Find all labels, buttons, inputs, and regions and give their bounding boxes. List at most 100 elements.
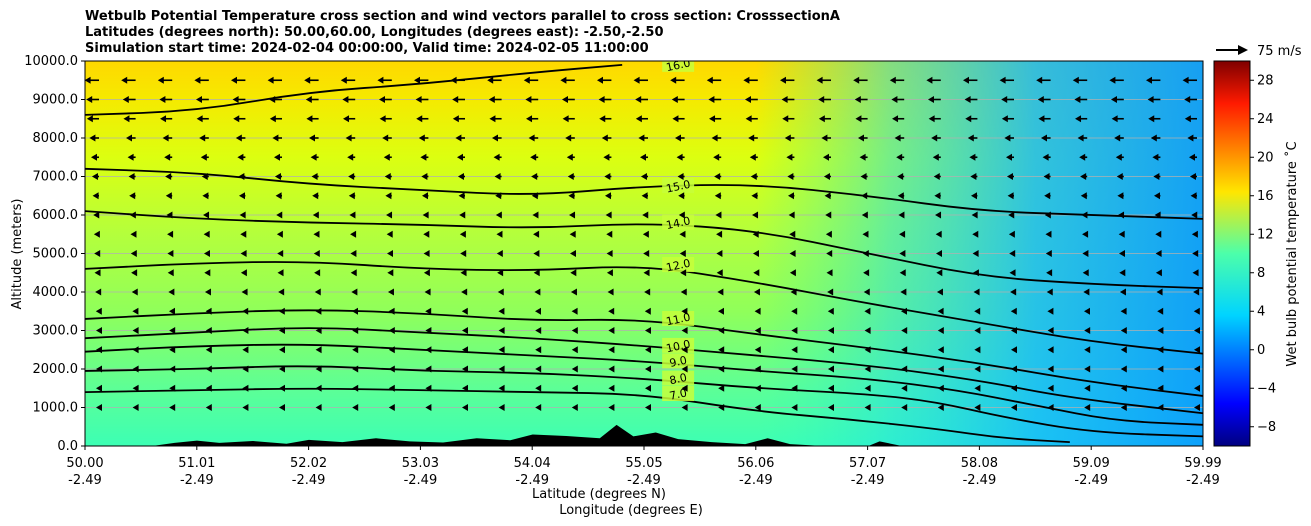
wind-vector-head [279, 327, 285, 334]
wind-vector-head [861, 192, 868, 200]
wind-vector-head [1082, 269, 1089, 277]
wind-vector-head [95, 307, 102, 315]
wind-vector-head [965, 115, 972, 123]
wind-vector-head [461, 288, 468, 296]
wind-vector-head [640, 173, 647, 180]
wind-vector-head [422, 211, 429, 219]
wind-vector-head [352, 327, 359, 334]
wind-vector-head [1118, 230, 1125, 238]
wind-vector-head [422, 192, 428, 200]
x-tick-label-lat: 59.99 [1184, 456, 1221, 471]
wind-vector-head [863, 288, 870, 296]
wind-vector-head [937, 327, 944, 334]
wind-vector-head [459, 211, 466, 219]
wind-vector-head [643, 250, 650, 257]
wind-vector-head [859, 153, 866, 161]
wind-vector-head [1047, 384, 1054, 392]
wind-vector-head [1191, 211, 1198, 219]
wind-vector-head [1008, 230, 1015, 238]
colorbar-tick-label: 8 [1257, 266, 1265, 281]
x-tick-label-lon: -2.49 [68, 473, 102, 488]
wind-vector-head [606, 250, 613, 257]
x-tick-label-lat: 53.03 [402, 456, 439, 471]
wind-vector-head [1189, 173, 1196, 180]
wind-vector-head [314, 288, 321, 296]
wind-vector-head [1120, 384, 1127, 392]
wind-vector-head [864, 404, 871, 411]
wind-vector-head [1084, 404, 1091, 411]
wind-vector-head [709, 115, 716, 123]
wind-vector-head [928, 115, 935, 123]
wind-vector-head [415, 96, 422, 103]
wind-vector-head [425, 327, 432, 334]
wind-vector-head [791, 384, 798, 392]
wind-vector-head [858, 134, 864, 142]
y-tick-label: 9000.0 [33, 93, 79, 108]
wind-vector-head [642, 211, 649, 219]
wind-vector-head [825, 211, 832, 219]
wind-vector-head [93, 230, 100, 238]
wind-vector-head [313, 230, 320, 238]
wind-vector-head [205, 327, 212, 334]
wind-vector-head [534, 288, 541, 296]
wind-vector-head [901, 346, 908, 354]
colorbar-tick-label: 0 [1257, 343, 1265, 358]
wind-vector-head [752, 230, 759, 238]
wind-vector-head [781, 96, 788, 103]
terrain-profile [85, 424, 1203, 446]
wind-vector-head [681, 384, 688, 392]
wind-vector-head [132, 307, 139, 315]
wind-vector-head [132, 365, 139, 373]
wind-vector-head [971, 211, 978, 219]
wind-vector-head [569, 211, 576, 219]
wind-vector-head [672, 115, 679, 123]
wind-vector-head [121, 76, 128, 84]
wind-vector-head [708, 96, 715, 103]
wind-vector-head [388, 404, 395, 411]
wind-vector-head [679, 230, 686, 238]
wind-vector-head [498, 404, 505, 411]
wind-vector-head [267, 76, 274, 84]
wind-vector-head [423, 250, 430, 257]
wind-vector-head [901, 384, 908, 392]
contour-label-bg [662, 61, 695, 72]
wind-vector-head [787, 173, 794, 180]
wind-vector-head [933, 173, 940, 180]
x-tick-label-lon: -2.49 [180, 473, 214, 488]
wind-vector-head [169, 346, 176, 354]
wind-vector-head [242, 346, 249, 354]
wind-vector-head [1120, 365, 1127, 373]
title-line-1: Wetbulb Potential Temperature cross sect… [85, 9, 840, 24]
wind-vector-head [932, 153, 939, 161]
contour-line [85, 210, 1203, 290]
wind-vector-head [498, 346, 505, 354]
wind-vector-head [608, 404, 615, 411]
wind-vector-head [901, 307, 907, 315]
wind-vector-head [533, 250, 540, 257]
wind-vector-head [388, 365, 395, 373]
wind-vector-head [492, 134, 498, 142]
wind-vector-head [681, 346, 688, 354]
wind-vector-head [789, 250, 796, 257]
wind-vector-head [530, 153, 537, 161]
wind-vector-head [567, 173, 574, 180]
wind-vector-head [1046, 288, 1053, 296]
wind-vector-head [570, 250, 576, 257]
wind-vector-head [1182, 76, 1189, 84]
x-tick-label-lon: -2.49 [739, 473, 773, 488]
wind-vector-head [342, 96, 349, 103]
wind-vector-head [818, 115, 825, 123]
wind-vector-head [384, 173, 391, 180]
wind-vector-head [348, 173, 355, 180]
wind-vector-head [1184, 115, 1191, 123]
wind-vector-head [974, 307, 981, 315]
wind-vector-head [388, 327, 395, 334]
wind-vector-head [1192, 250, 1199, 257]
wind-vector-head [863, 269, 870, 277]
wind-vector-head [937, 404, 944, 411]
wind-vector-head [459, 230, 466, 238]
colorbar-tick-label: 28 [1257, 73, 1274, 88]
wind-vector-head [750, 173, 757, 180]
wind-vector-head [1189, 153, 1195, 161]
wind-vector-head [278, 307, 285, 315]
